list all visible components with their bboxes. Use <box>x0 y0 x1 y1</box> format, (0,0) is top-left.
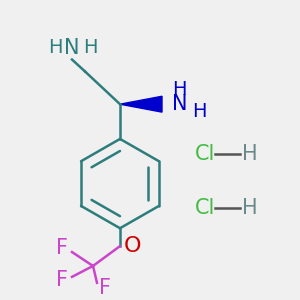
Text: H: H <box>242 198 258 218</box>
Text: H: H <box>192 102 206 121</box>
Text: F: F <box>56 270 68 290</box>
Text: N: N <box>64 38 80 58</box>
Text: F: F <box>99 278 111 298</box>
Text: F: F <box>56 238 68 258</box>
Text: H: H <box>242 144 258 164</box>
Text: H: H <box>172 80 187 99</box>
Text: Cl: Cl <box>195 198 215 218</box>
Text: N: N <box>172 94 188 114</box>
Text: Cl: Cl <box>195 144 215 164</box>
Polygon shape <box>120 96 162 112</box>
Text: H: H <box>48 38 62 57</box>
Text: H: H <box>83 38 97 57</box>
Text: O: O <box>124 236 142 256</box>
